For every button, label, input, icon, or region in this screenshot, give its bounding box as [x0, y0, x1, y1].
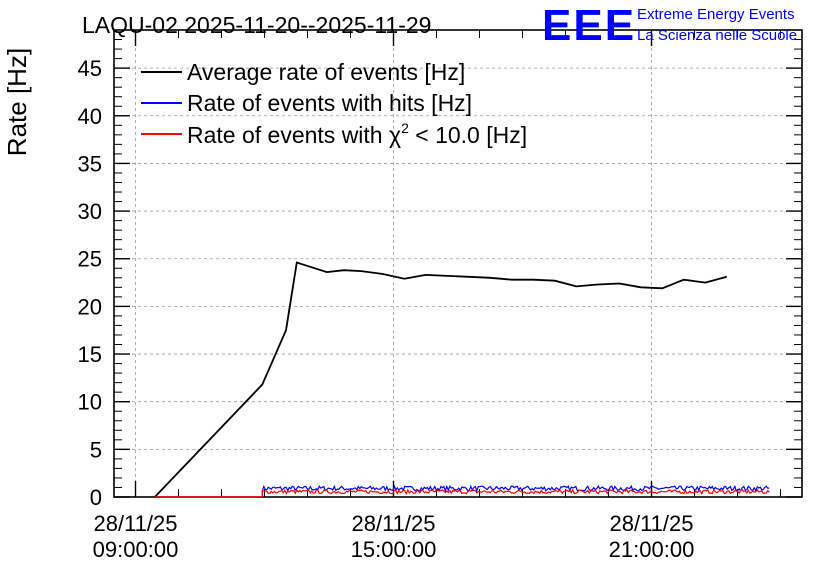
x-tick-label-time: 21:00:00 — [609, 537, 695, 562]
y-tick-label: 25 — [78, 247, 102, 272]
x-tick-label-date: 28/11/25 — [609, 511, 693, 536]
chart-title: LAQU-02 2025-11-20--2025-11-29 — [82, 12, 431, 38]
legend-label-hits: Rate of events with hits [Hz] — [187, 90, 472, 116]
x-tick-label-time: 09:00:00 — [93, 537, 179, 562]
x-tick-label-time: 15:00:00 — [351, 537, 437, 562]
grid-lines — [114, 30, 802, 497]
series-line-chi2 — [261, 488, 770, 497]
legend-label-average: Average rate of events [Hz] — [187, 59, 465, 85]
x-tick-label-date: 28/11/25 — [351, 511, 435, 536]
series-line-average — [154, 261, 728, 498]
y-tick-label: 20 — [78, 294, 102, 319]
y-tick-label: 5 — [90, 437, 102, 462]
y-tick-label: 30 — [78, 199, 102, 224]
axis-ticks: 05101520253035404528/11/2509:00:0028/11/… — [78, 29, 802, 562]
legend-label-chi2: Rate of events with χ2 < 10.0 [Hz] — [187, 120, 527, 148]
plot-frame — [113, 29, 803, 498]
x-tick-label-date: 28/11/25 — [93, 511, 177, 536]
y-axis-label: Rate [Hz] — [2, 48, 32, 156]
y-tick-label: 15 — [78, 342, 102, 367]
series-line-hits — [261, 484, 770, 497]
y-tick-label: 40 — [78, 104, 102, 129]
y-tick-label: 10 — [78, 390, 102, 415]
eee-logo-line1: Extreme Energy Events — [637, 6, 795, 23]
eee-logo-line2: La Scienza nelle Scuole — [637, 27, 797, 44]
eee-logo-mark: EEE — [542, 1, 636, 50]
legend: Average rate of events [Hz] Rate of even… — [141, 59, 527, 148]
eee-logo: EEE Extreme Energy Events La Scienza nel… — [542, 1, 797, 50]
y-tick-label: 0 — [90, 485, 102, 510]
series-layer — [154, 261, 770, 498]
y-tick-label: 45 — [78, 56, 102, 81]
y-tick-label: 35 — [78, 151, 102, 176]
